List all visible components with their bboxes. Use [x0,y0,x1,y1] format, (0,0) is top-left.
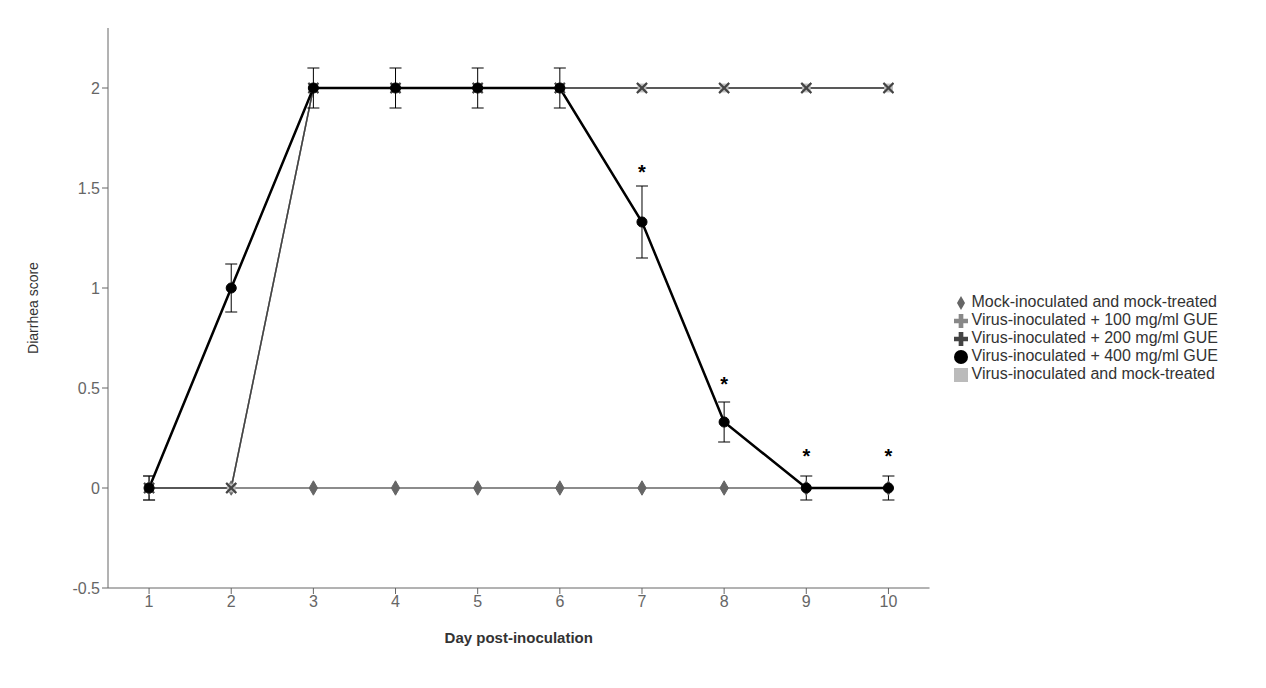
svg-text:*: * [885,445,893,467]
svg-text:6: 6 [555,593,564,610]
svg-text:5: 5 [473,593,482,610]
svg-text:Diarrhea score: Diarrhea score [25,262,41,354]
svg-text:0.5: 0.5 [78,380,100,397]
svg-text:3: 3 [309,593,318,610]
svg-text:2: 2 [227,593,236,610]
svg-text:0: 0 [91,480,100,497]
svg-text:4: 4 [391,593,400,610]
html-text:Mock-inoculated and mock-treat: Mock-inoculated and mock-treated [971,293,1217,310]
svg-text:1.5: 1.5 [78,180,100,197]
html-text:Virus-inoculated and mock-trea: Virus-inoculated and mock-treated [971,365,1215,382]
svg-text:1: 1 [145,593,154,610]
html-text:Virus-inoculated + 200 mg/ml G: Virus-inoculated + 200 mg/ml GUE [971,329,1218,346]
svg-text:*: * [802,445,810,467]
svg-text:7: 7 [638,593,647,610]
svg-text:8: 8 [720,593,729,610]
svg-text:10: 10 [880,593,898,610]
svg-text:*: * [720,373,728,395]
html-text:Virus-inoculated + 400 mg/ml G: Virus-inoculated + 400 mg/ml GUE [971,347,1218,364]
svg-text:-0.5: -0.5 [72,580,100,597]
svg-text:2: 2 [91,80,100,97]
svg-text:*: * [638,161,646,183]
svg-text:1: 1 [91,280,100,297]
svg-text:Day post-inoculation: Day post-inoculation [445,629,593,646]
html-text:Virus-inoculated + 100 mg/ml G: Virus-inoculated + 100 mg/ml GUE [971,311,1218,328]
svg-text:9: 9 [802,593,811,610]
